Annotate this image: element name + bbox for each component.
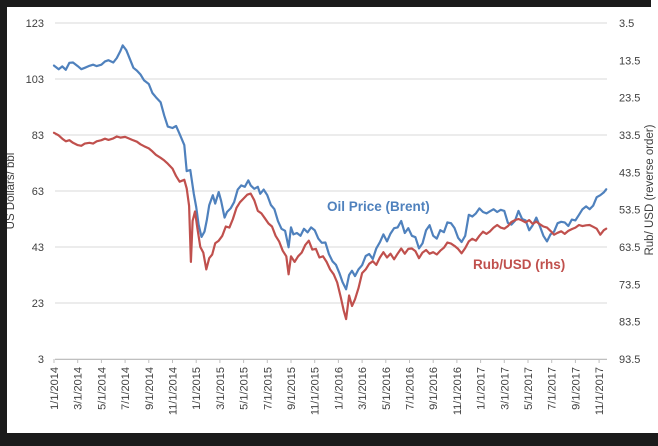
window-border-left	[0, 0, 7, 440]
x-axis-tick-label: 7/1/2017	[547, 367, 559, 410]
left-axis-tick-label: 3	[38, 354, 44, 366]
left-axis-tick-label: 103	[26, 74, 44, 86]
x-axis-tick-label: 9/1/2014	[144, 367, 156, 410]
oil-price-line	[52, 44, 608, 291]
right-axis-tick-label: 23.5	[619, 93, 640, 105]
left-axis-tick-label: 63	[32, 186, 44, 198]
x-axis-tick-label: 7/1/2014	[120, 367, 132, 410]
x-axis-tick-label: 5/1/2016	[381, 367, 393, 410]
x-axis-tick-label: 9/1/2016	[428, 367, 440, 410]
x-axis-tick-label: 1/1/2017	[476, 367, 488, 410]
right-axis-tick-label: 43.5	[619, 167, 640, 179]
x-axis-tick-label: 11/1/2015	[310, 367, 322, 415]
right-axis-tick-label: 33.5	[619, 130, 640, 142]
right-axis-title: Rub/ USD (reverse order)	[644, 124, 656, 256]
right-axis-tick-label: 13.5	[619, 55, 640, 67]
rub-usd-line	[52, 131, 608, 321]
x-axis-tick-label: 1/1/2016	[333, 367, 345, 410]
right-axis-tick-label: 53.5	[619, 205, 640, 217]
x-axis-tick-label: 5/1/2014	[96, 367, 108, 410]
x-axis-tick-label: 11/1/2016	[452, 367, 464, 415]
right-axis-tick-label: 63.5	[619, 242, 640, 254]
x-axis-tick-label: 7/1/2016	[405, 367, 417, 410]
oil-price-series-label: Oil Price (Brent)	[327, 199, 430, 214]
x-axis-tick-label: 5/1/2015	[239, 367, 251, 410]
window-border-bottom	[0, 433, 658, 446]
x-axis-tick-label: 7/1/2015	[262, 367, 274, 410]
x-axis-tick-label: 9/1/2017	[570, 367, 582, 410]
x-axis-tick-label: 9/1/2015	[286, 367, 298, 410]
right-axis-tick-label: 73.5	[619, 279, 640, 291]
left-axis-tick-label: 83	[32, 130, 44, 142]
left-axis-tick-label: 43	[32, 242, 44, 254]
x-axis-tick-label: 3/1/2017	[499, 367, 511, 410]
x-axis-tick-label: 3/1/2015	[215, 367, 227, 410]
x-axis-tick-label: 3/1/2016	[357, 367, 369, 410]
x-axis-tick-label: 5/1/2017	[523, 367, 535, 410]
window-border-top	[0, 0, 651, 7]
rub-usd-series-label: Rub/USD (rhs)	[473, 257, 566, 272]
x-axis-tick-label: 1/1/2015	[191, 367, 203, 410]
right-axis-tick-label: 3.5	[619, 18, 634, 30]
x-axis-tick-label: 11/1/2017	[594, 367, 606, 415]
x-axis-tick-label: 1/1/2014	[49, 367, 61, 410]
left-axis-tick-label: 23	[32, 298, 44, 310]
right-axis-tick-label: 83.5	[619, 317, 640, 329]
left-axis-tick-label: 123	[26, 18, 44, 30]
x-axis-tick-label: 3/1/2014	[73, 367, 85, 410]
x-axis-tick-label: 11/1/2014	[168, 367, 180, 415]
right-axis-tick-label: 93.5	[619, 354, 640, 366]
